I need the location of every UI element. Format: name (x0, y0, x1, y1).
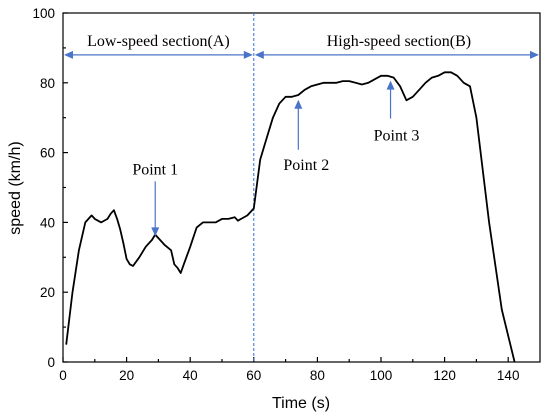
point-3-arrow (386, 80, 395, 119)
y-tick-label: 60 (40, 146, 55, 161)
annotation-point-3: Point 3 (374, 128, 420, 145)
point-1-arrow (151, 181, 160, 237)
y-axis-title: speed (km/h) (7, 141, 24, 234)
x-tick-label: 20 (119, 368, 134, 383)
x-tick-label: 140 (497, 368, 520, 383)
x-tick-label: 80 (310, 368, 325, 383)
y-tick-label: 80 (40, 76, 55, 91)
tick-labels: 0 20 40 60 80 100 120 140 0 20 40 60 80 100 (32, 6, 519, 383)
y-tick-label: 100 (32, 6, 55, 21)
point-2-arrow (294, 99, 303, 150)
x-axis-title: Time (s) (272, 395, 330, 412)
y-tick-label: 20 (40, 285, 55, 300)
x-tick-label: 60 (246, 368, 261, 383)
high-speed-section-arrow (254, 50, 539, 59)
section-arrows (64, 50, 539, 59)
annotation-high-speed-section: High-speed section(B) (327, 33, 471, 50)
plot-frame (62, 12, 541, 363)
y-tick-label: 40 (40, 215, 55, 230)
x-tick-label: 0 (59, 368, 67, 383)
y-tick-label: 0 (47, 355, 55, 370)
x-tick-label: 120 (433, 368, 456, 383)
annotation-low-speed-section: Low-speed section(A) (87, 33, 230, 50)
annotation-point-1: Point 1 (132, 161, 178, 178)
annotation-point-2: Point 2 (283, 157, 329, 174)
low-speed-section-arrow (64, 50, 253, 59)
x-tick-label: 100 (370, 368, 393, 383)
point-arrows (151, 80, 395, 237)
x-tick-label: 40 (183, 368, 198, 383)
axis-ticks (62, 12, 509, 363)
speed-series-line (65, 71, 516, 363)
